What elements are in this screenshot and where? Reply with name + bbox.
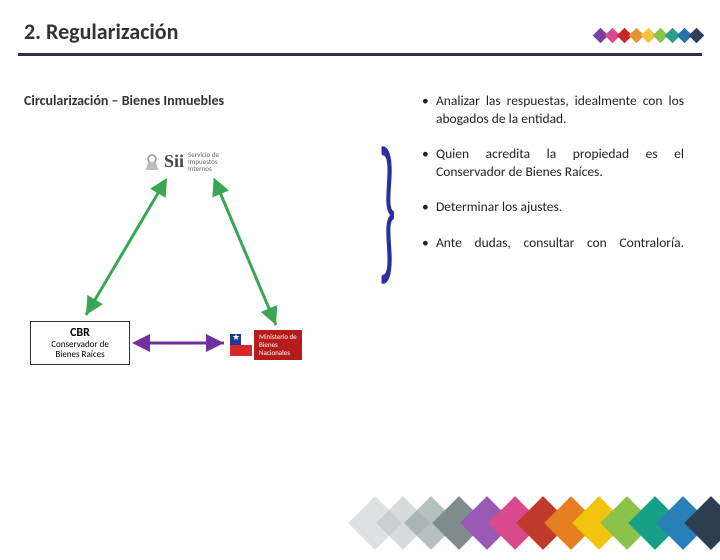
bullet-item: Ante dudas, consultar con Contraloría. bbox=[422, 234, 684, 252]
diamond-icon bbox=[689, 28, 705, 44]
node-cbr: CBR Conservador de Bienes Raíces bbox=[30, 321, 130, 365]
sii-label: Servicio de Impuestos Internos bbox=[188, 151, 219, 172]
entity-diagram: Sii Servicio de Impuestos Internos CBR C… bbox=[24, 135, 344, 365]
node-mbn: Ministerio de Bienes Nacionales bbox=[230, 331, 340, 359]
subtitle: Circularización – Bienes Inmuebles bbox=[24, 92, 384, 109]
node-sii: Sii Servicio de Impuestos Internos bbox=[144, 143, 254, 179]
bullet-item: Analizar las respuestas, idealmente con … bbox=[422, 92, 684, 127]
left-column: Circularización – Bienes Inmuebles Sii S… bbox=[24, 92, 384, 365]
bullet-item: Quien acredita la propiedad es el Conser… bbox=[422, 145, 684, 180]
sii-logo-icon bbox=[144, 151, 160, 172]
right-column: Analizar las respuestas, idealmente con … bbox=[384, 92, 684, 365]
chile-flag-icon bbox=[230, 334, 252, 356]
mbn-label: Ministerio de Bienes Nacionales bbox=[254, 330, 302, 359]
cbr-abbr: CBR bbox=[33, 326, 127, 340]
bullet-item: Determinar los ajustes. bbox=[422, 198, 684, 216]
bottom-diamond-strip bbox=[366, 504, 720, 542]
brace-icon: } bbox=[378, 152, 396, 264]
top-diamond-strip bbox=[595, 30, 702, 41]
cbr-label: Conservador de Bienes Raíces bbox=[33, 340, 127, 360]
bottom-decoration bbox=[0, 490, 720, 560]
sii-abbr: Sii bbox=[164, 151, 184, 172]
content-area: Circularización – Bienes Inmuebles Sii S… bbox=[0, 56, 720, 365]
bullet-list: Analizar las respuestas, idealmente con … bbox=[422, 92, 684, 251]
